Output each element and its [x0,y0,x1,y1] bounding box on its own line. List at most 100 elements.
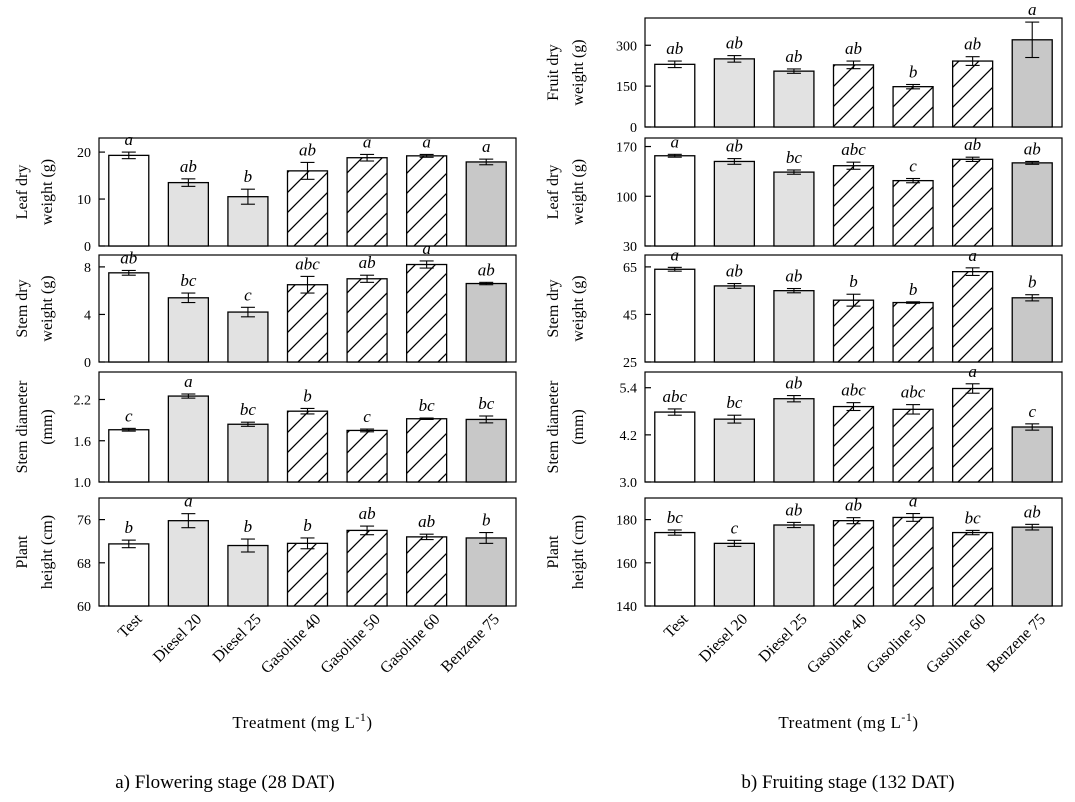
significance-letter: b [909,280,918,299]
bar-benzene-75 [1011,526,1053,607]
x-title-text: Treatment (mg L [232,713,355,732]
y-tick-label: 65 [623,261,637,276]
bar-gasoline-60 [951,270,994,363]
panel-b-1: 30 100 170 Leaf dry weight (g) a ab bc abc c ab ab [545,132,1063,255]
bar-test [108,543,150,607]
significance-letter: ab [120,248,137,267]
bar-diesel-25 [227,311,269,363]
y-axis-label: Plant [545,535,562,568]
y-tick-label: 180 [616,514,637,529]
category-label: Benzene 75 [438,611,503,676]
significance-letter: ab [785,267,802,286]
significance-letter: b [125,518,134,537]
error-bar [121,539,136,549]
error-bar [240,538,255,553]
bar-diesel-20 [713,160,756,247]
y-tick-label: 3.0 [620,476,638,491]
bar-gasoline-40 [286,284,329,363]
error-bar [479,532,494,544]
significance-letter: c [244,285,252,304]
category-label: Gasoline 40 [258,611,324,677]
significance-letter: a [184,372,193,391]
error-bar [360,153,375,162]
caption-b: b) Fruiting stage (132 DAT) [741,772,954,793]
significance-letter: b [244,517,253,536]
significance-letter: a [671,132,680,151]
bar-gasoline-50 [346,157,388,247]
significance-letter: bc [240,400,257,419]
bar-diesel-25 [227,423,269,483]
x-title-sup: -1 [901,710,912,724]
error-bar [906,513,921,522]
significance-letter: ab [964,135,981,154]
error-bar [846,161,861,170]
significance-letter: ab [418,512,435,531]
error-bar [300,537,315,550]
y-tick-label: 60 [77,600,91,615]
significance-letter: c [909,157,917,176]
y-tick-label: 30 [623,240,637,255]
y-tick-label: 160 [616,557,637,572]
y-axis-label: (mm) [570,409,587,445]
panel-a-2: 0 4 8 Stem dry weight (g) ab bc c abc ab a ab [14,239,517,371]
significance-letter: a [422,132,431,151]
significance-letter: a [482,137,491,156]
significance-letter: ab [478,260,495,279]
significance-letter: ab [180,157,197,176]
category-label: Gasoline 60 [377,611,443,677]
bar-diesel-25 [773,171,815,247]
error-bar [667,266,682,272]
significance-letter: ab [359,253,376,272]
error-bar [846,60,861,70]
error-bar [1025,160,1040,165]
bar-diesel-20 [713,58,756,128]
error-bar [300,275,315,294]
significance-letter: abc [841,381,866,400]
error-bar [419,417,434,420]
x-title-sup: -1 [355,710,366,724]
significance-letter: b [303,516,312,535]
category-label: Gasoline 50 [318,611,384,677]
bar-test [654,63,696,128]
significance-letter: bc [786,148,803,167]
error-bar [240,188,255,205]
significance-letter: a [363,132,372,151]
bar-gasoline-40 [286,542,329,607]
bar-gasoline-60 [405,536,448,607]
y-axis-label: weight (g) [39,275,56,341]
significance-letter: ab [726,137,743,156]
bar-test [108,272,150,363]
panel-b-3: 3.0 4.2 5.4 Stem diameter (mm) abc bc ab abc abc a… [545,362,1063,491]
significance-letter: a [184,492,193,511]
y-axis-label: height (cm) [570,515,587,589]
error-bar [121,427,136,432]
y-axis-label: (mm) [39,409,56,445]
error-bar [786,68,801,74]
error-bar [965,383,980,394]
error-bar [667,408,682,416]
significance-letter: abc [901,383,926,402]
category-label: Diesel 25 [210,611,265,666]
error-bar [121,151,136,160]
y-tick-label: 0 [84,356,91,371]
y-axis-label: Stem dry [545,279,562,337]
bar-gasoline-40 [832,405,875,483]
y-tick-label: 68 [77,557,91,572]
significance-letter: ab [359,504,376,523]
significance-letter: abc [663,387,688,406]
bar-diesel-20 [167,395,210,483]
significance-letter: a [671,245,680,264]
y-axis-label: Leaf dry [545,165,562,220]
error-bar [786,395,801,403]
bar-gasoline-40 [286,410,329,483]
y-tick-label: 25 [623,356,637,371]
bar-diesel-20 [713,418,756,483]
error-bar [727,55,742,63]
bar-gasoline-60 [405,418,448,483]
category-label: Gasoline 60 [923,611,989,677]
x-title-close: ) [366,713,372,732]
error-bar [965,267,980,276]
error-bar [667,529,682,536]
